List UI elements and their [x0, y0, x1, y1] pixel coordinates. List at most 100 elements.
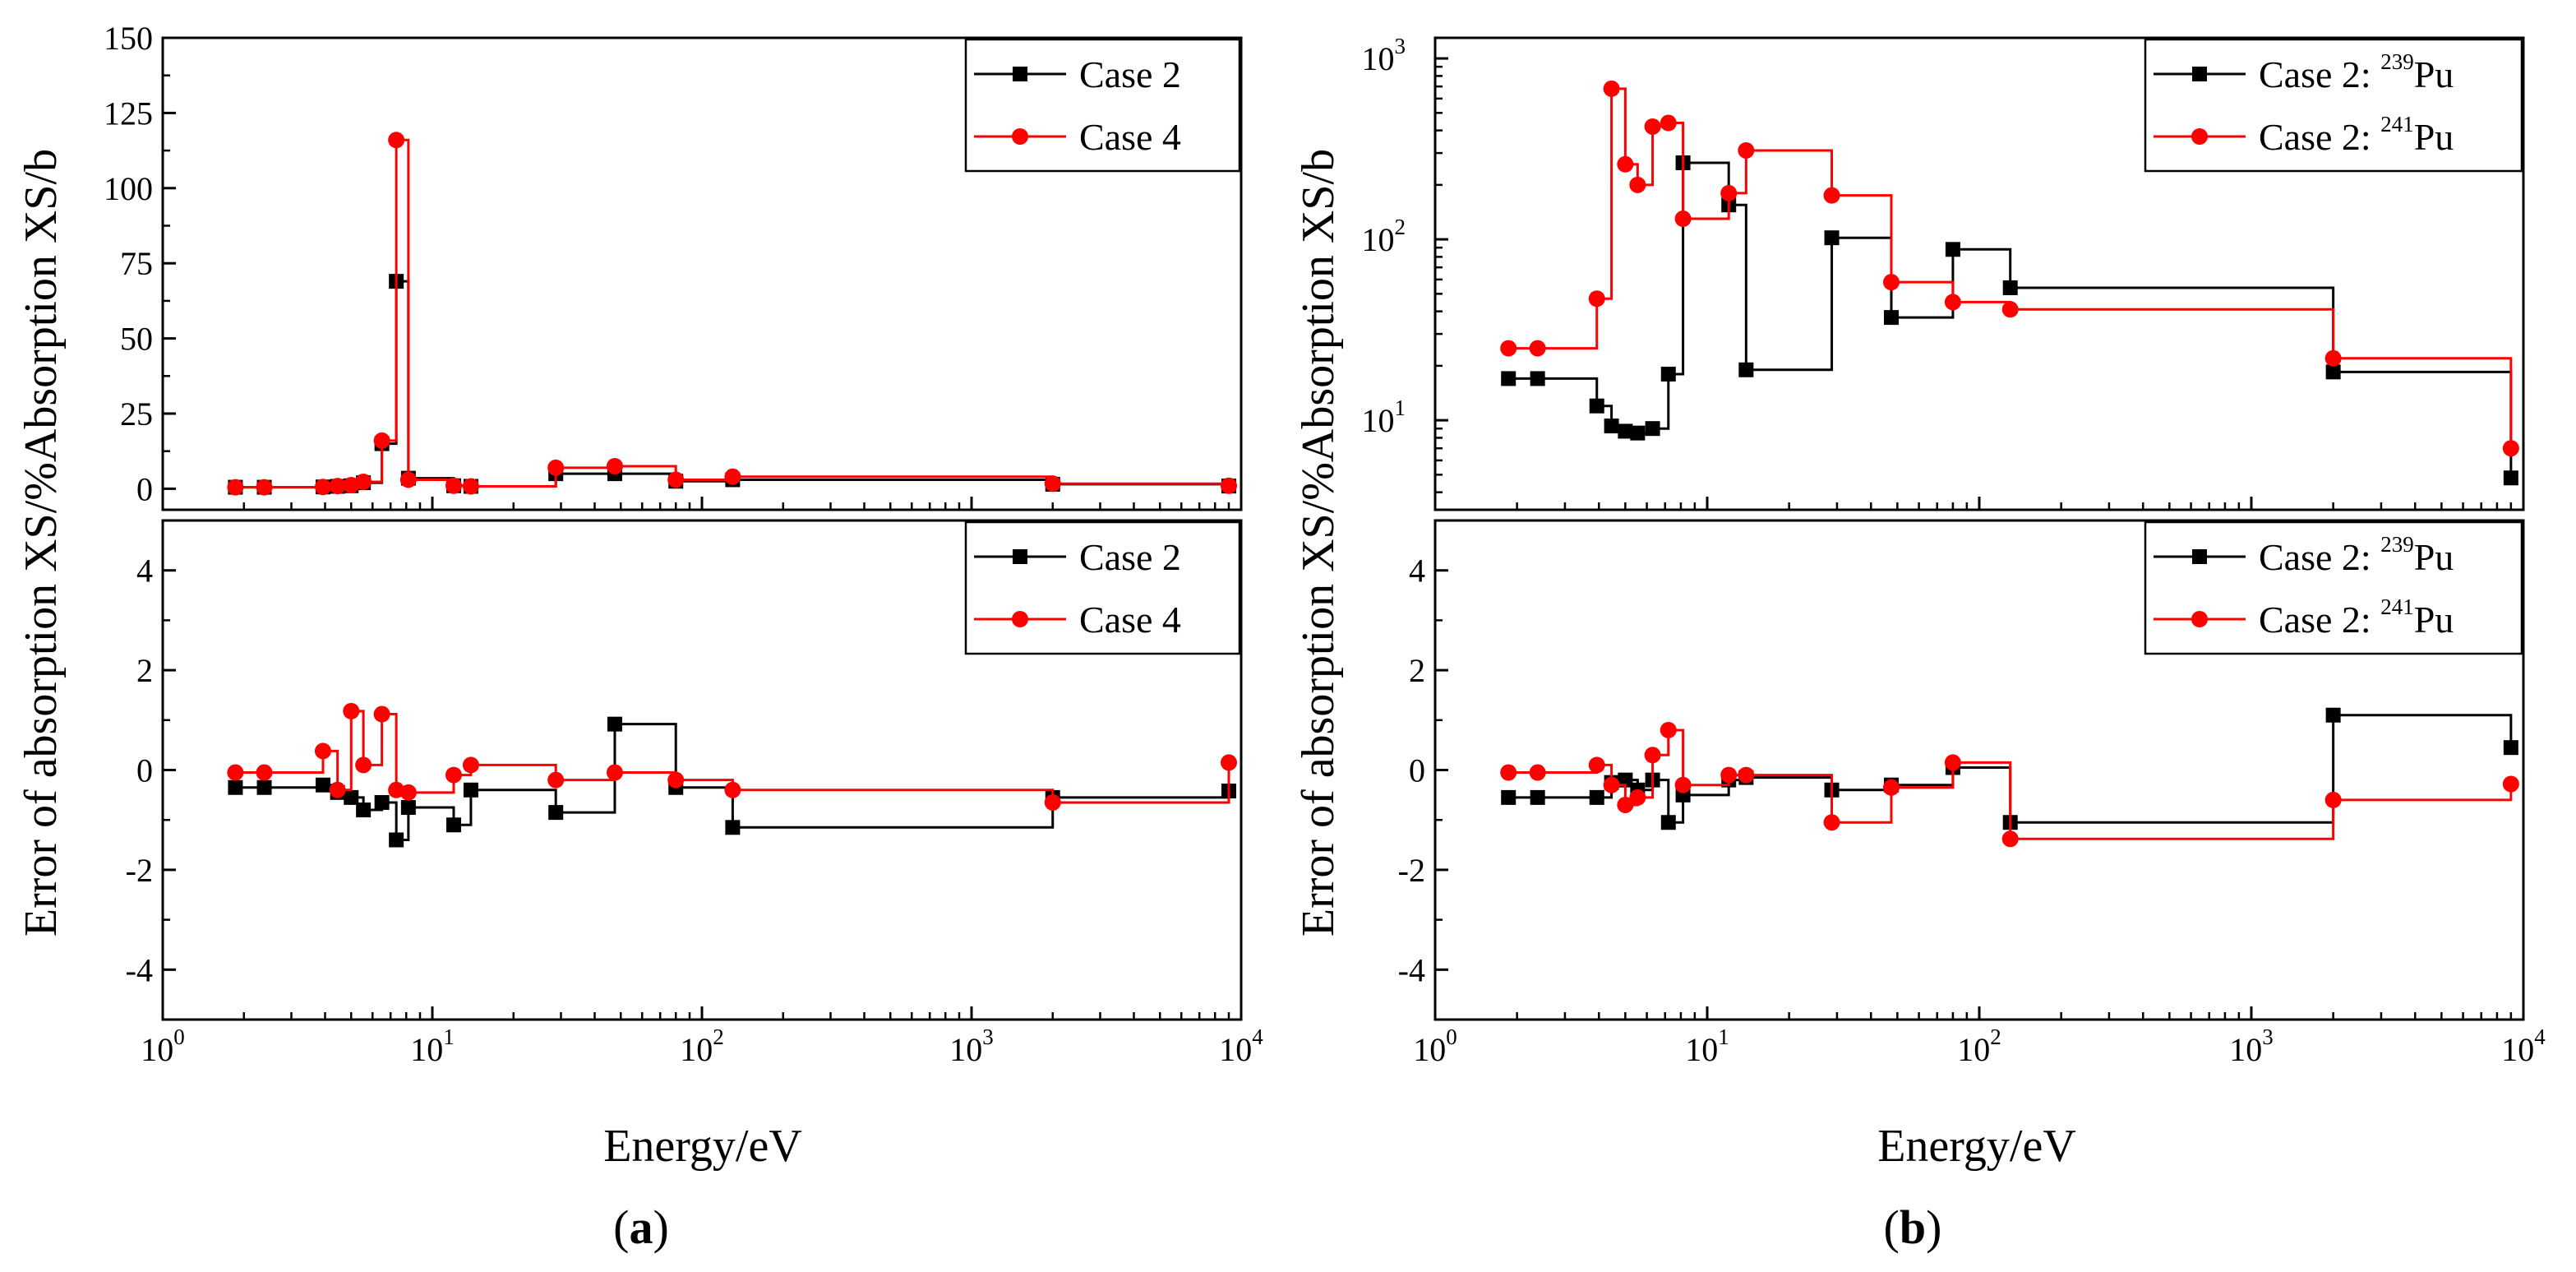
tick-base: 10: [1362, 221, 1395, 258]
data-point-square: [725, 820, 741, 835]
legend-nuclide-symbol: Pu: [2414, 116, 2454, 158]
data-point-square: [1945, 242, 1960, 257]
legend-marker-square: [2192, 67, 2207, 81]
data-point-square: [607, 716, 622, 732]
tick-base: 10: [141, 1031, 173, 1068]
legend-name: Case 2: [1079, 536, 1181, 578]
data-point-circle: [373, 705, 390, 723]
data-point-square: [256, 779, 272, 795]
tick-exponent: 0: [1446, 1025, 1457, 1049]
data-point-circle: [1044, 793, 1061, 811]
data-point-square: [1630, 425, 1646, 441]
data-point-square: [1738, 362, 1754, 377]
legend-nuclide-mass: 241: [2380, 112, 2414, 136]
data-point-circle: [1617, 796, 1634, 813]
data-point-circle: [1882, 274, 1900, 291]
legend-name: Case 2:: [2259, 536, 2380, 578]
data-point-square: [1604, 419, 1619, 434]
data-point-circle: [667, 771, 685, 789]
y-tick-label: 75: [120, 245, 153, 282]
data-point-circle: [724, 781, 741, 798]
tick-base: 10: [1957, 1031, 1990, 1068]
data-point-circle: [606, 457, 623, 474]
data-point-circle: [1603, 80, 1620, 97]
x-tick-label: 103: [949, 1025, 994, 1068]
tick-base: 10: [949, 1031, 982, 1068]
data-point-square: [356, 803, 372, 818]
data-point-circle: [1044, 475, 1061, 493]
legend-nuclide-mass: 239: [2380, 49, 2414, 74]
data-point-circle: [1660, 721, 1677, 738]
data-point-square: [1660, 815, 1676, 830]
data-point-circle: [606, 764, 623, 781]
data-point-square: [1660, 366, 1676, 382]
tick-exponent: 3: [982, 1025, 994, 1049]
data-point-circle: [227, 764, 244, 781]
data-point-circle: [373, 432, 390, 449]
y-tick-label: 4: [1409, 553, 1425, 590]
data-point-square: [1501, 789, 1517, 805]
data-point-square: [1883, 310, 1899, 326]
data-point-square: [548, 805, 564, 821]
tick-exponent: 1: [443, 1025, 455, 1049]
data-point-square: [1618, 772, 1633, 788]
data-point-circle: [1738, 141, 1755, 159]
tick-exponent: 2: [1395, 215, 1406, 239]
data-point-square: [315, 777, 330, 793]
data-point-circle: [355, 473, 372, 490]
tick-base: 10: [2501, 1031, 2534, 1068]
x-tick-label: 100: [141, 1025, 185, 1068]
y-tick-label: 25: [120, 395, 153, 432]
x-axis-title-b: Energy/eV: [1877, 1121, 2076, 1172]
data-point-circle: [1674, 776, 1692, 793]
data-point-circle: [314, 742, 331, 760]
y-tick-label: 101: [1362, 395, 1406, 439]
y-axis-title-separator: /%: [1293, 462, 1344, 513]
data-point-circle: [667, 471, 685, 488]
legend-name: Case 4: [1079, 599, 1181, 641]
data-point-square: [445, 817, 461, 833]
data-point-square: [344, 789, 359, 805]
data-point-square: [1589, 398, 1604, 414]
data-point-square: [1824, 230, 1840, 246]
legend-nuclide-mass: 241: [2380, 594, 2414, 619]
data-point-circle: [1720, 184, 1738, 201]
data-point-circle: [1944, 294, 1961, 311]
data-point-circle: [1629, 789, 1646, 806]
data-point-circle: [1529, 340, 1546, 357]
y-tick-label: -2: [1398, 852, 1425, 889]
data-point-circle: [547, 771, 565, 789]
data-point-circle: [1629, 176, 1646, 193]
data-point-square: [1501, 371, 1517, 386]
tick-base: 10: [680, 1031, 713, 1068]
data-point-circle: [329, 781, 346, 798]
svg-text:Error of absorption XS/%Absorp: Error of absorption XS/%Absorption XS/b: [1293, 149, 1344, 937]
legend-box: [964, 38, 1241, 173]
data-point-circle: [1644, 118, 1661, 135]
data-point-square: [463, 782, 478, 798]
legend-entry-label: Case 4: [1079, 599, 1181, 641]
data-point-circle: [2324, 349, 2342, 367]
data-point-circle: [256, 479, 273, 496]
legend-entry-label: Case 2: 239Pu: [2259, 49, 2454, 95]
y-tick-label: 0: [136, 470, 153, 507]
panel-label-b: (b): [1884, 1200, 1942, 1254]
data-point-circle: [1529, 764, 1546, 781]
tick-base: 10: [1219, 1031, 1252, 1068]
y-tick-label: -4: [126, 951, 153, 988]
y-axis-title-bottom-text: Error of absorption XS: [1293, 513, 1344, 937]
data-point-circle: [1220, 477, 1237, 494]
data-point-circle: [445, 766, 462, 784]
data-point-square: [374, 794, 390, 810]
legend-name: Case 2: [1079, 53, 1181, 95]
y-tick-label: 4: [136, 553, 153, 590]
data-point-square: [1530, 371, 1545, 386]
tick-exponent: 2: [713, 1025, 724, 1049]
x-tick-label: 103: [2229, 1025, 2274, 1068]
legend-marker-circle: [2191, 611, 2208, 627]
